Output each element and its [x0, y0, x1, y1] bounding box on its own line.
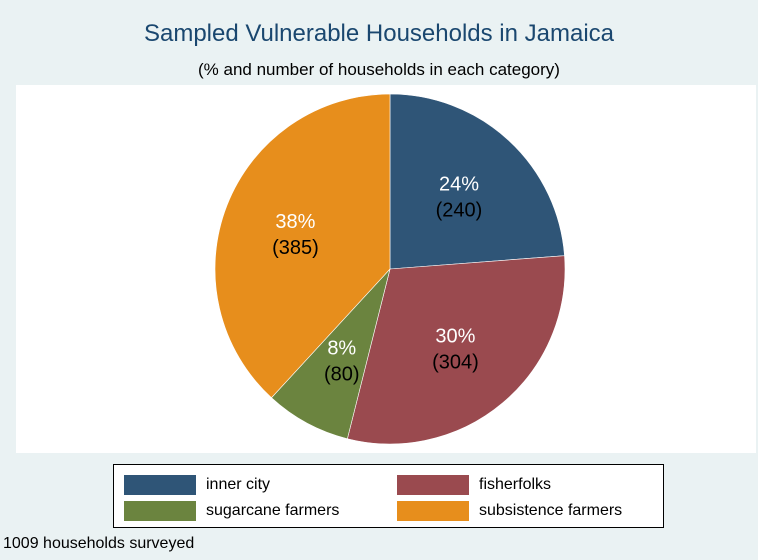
slice-percent-label: 8% [327, 337, 356, 359]
legend-label: sugarcane farmers [206, 502, 340, 519]
pie-slice-inner-city [389, 93, 565, 270]
legend-swatch [124, 475, 196, 495]
legend-swatch [397, 475, 469, 495]
legend-swatch [124, 501, 196, 521]
pie-slice-fisherfolks [347, 255, 566, 445]
legend: inner city fisherfolks sugarcane farmers… [113, 464, 664, 528]
plot-area: 24% (240) 30% (304) 8% (80) 38% (385) [16, 85, 756, 453]
legend-swatch [397, 501, 469, 521]
slice-count-label: (240) [436, 200, 483, 222]
slice-count-label: (304) [432, 352, 479, 374]
chart-title: Sampled Vulnerable Households in Jamaica [143, 20, 615, 47]
slice-percent-label: 24% [439, 174, 479, 196]
slice-count-label: (385) [272, 237, 319, 259]
footnote: 1009 households surveyed [3, 535, 195, 552]
legend-label: subsistence farmers [479, 502, 623, 519]
slice-percent-label: 30% [435, 326, 475, 348]
pie-slice-subsistence-farmers [214, 93, 391, 399]
pie-chart: 24% (240) 30% (304) 8% (80) 38% (385) [214, 93, 566, 445]
legend-label: fisherfolks [479, 476, 552, 493]
legend-label: inner city [206, 476, 271, 493]
slice-percent-label: 38% [275, 211, 315, 233]
chart-subtitle: (% and number of households in each cate… [198, 60, 560, 79]
slice-count-label: (80) [324, 363, 360, 385]
